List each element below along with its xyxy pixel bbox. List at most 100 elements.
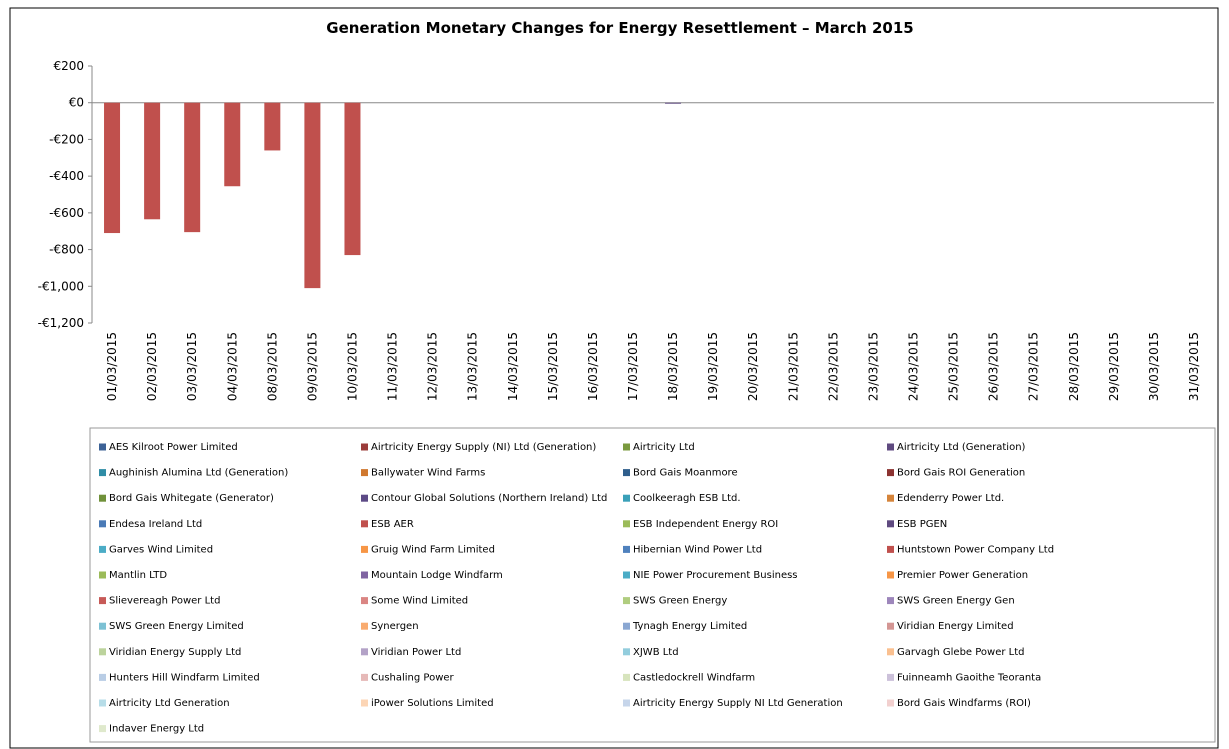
legend-swatch xyxy=(887,648,894,656)
legend-label: Airtricity Energy Supply NI Ltd Generati… xyxy=(633,698,843,709)
legend-swatch xyxy=(99,520,106,528)
legend-swatch xyxy=(623,520,630,528)
legend-label: ESB Independent Energy ROI xyxy=(633,519,778,530)
x-tick-label: 23/03/2015 xyxy=(866,332,880,401)
legend-label: SWS Green Energy xyxy=(633,596,727,607)
legend-swatch xyxy=(887,469,894,477)
legend-swatch xyxy=(99,673,106,681)
legend-label: Cushaling Power xyxy=(371,672,455,683)
y-tick-label: -€200 xyxy=(49,132,84,146)
x-tick-label: 20/03/2015 xyxy=(746,332,760,401)
x-tick-label: 13/03/2015 xyxy=(466,332,480,401)
bar xyxy=(665,102,682,104)
legend-label: Hunters Hill Windfarm Limited xyxy=(109,672,260,683)
bar xyxy=(264,102,281,151)
legend-swatch xyxy=(623,622,630,630)
bar xyxy=(184,102,201,233)
legend-label: Mantlin LTD xyxy=(109,570,167,581)
x-tick-label: 30/03/2015 xyxy=(1147,332,1161,401)
legend-label: iPower Solutions Limited xyxy=(371,698,494,709)
legend-swatch xyxy=(887,443,894,451)
legend-swatch xyxy=(887,520,894,528)
legend-label: Premier Power Generation xyxy=(897,570,1028,581)
legend-label: Hibernian Wind Power Ltd xyxy=(633,544,762,555)
legend-label: Bord Gais Moanmore xyxy=(633,468,738,479)
y-tick-label: €0 xyxy=(69,96,84,110)
x-tick-label: 16/03/2015 xyxy=(586,332,600,401)
legend-label: Bord Gais Whitegate (Generator) xyxy=(109,493,274,504)
x-tick-label: 24/03/2015 xyxy=(906,332,920,401)
legend-label: Ballywater Wind Farms xyxy=(371,468,485,479)
legend-label: Bord Gais Windfarms (ROI) xyxy=(897,698,1031,709)
x-tick-label: 01/03/2015 xyxy=(105,332,119,401)
legend-swatch xyxy=(361,571,368,579)
legend-label: Viridian Energy Limited xyxy=(897,621,1014,632)
legend-label: Viridian Power Ltd xyxy=(371,647,461,658)
bar xyxy=(104,102,121,234)
legend-swatch xyxy=(99,648,106,656)
legend-swatch xyxy=(99,443,106,451)
legend-label: SWS Green Energy Limited xyxy=(109,621,244,632)
legend-label: Garves Wind Limited xyxy=(109,544,213,555)
legend-swatch xyxy=(623,443,630,451)
legend-label: Airtricity Ltd (Generation) xyxy=(897,442,1026,453)
x-tick-label: 10/03/2015 xyxy=(345,332,359,401)
legend-label: Gruig Wind Farm Limited xyxy=(371,544,495,555)
bar xyxy=(344,102,361,256)
legend-swatch xyxy=(887,699,894,707)
legend-label: Tynagh Energy Limited xyxy=(632,621,747,632)
x-tick-label: 21/03/2015 xyxy=(786,332,800,401)
legend-swatch xyxy=(887,494,894,502)
legend-swatch xyxy=(887,545,894,553)
legend-swatch xyxy=(99,725,106,733)
legend-box xyxy=(89,427,1216,743)
legend-label: Fuinneamh Gaoithe Teoranta xyxy=(897,672,1041,683)
legend-swatch xyxy=(361,469,368,477)
legend-label: XJWB Ltd xyxy=(633,647,679,658)
legend-label: SWS Green Energy Gen xyxy=(897,596,1015,607)
x-tick-label: 17/03/2015 xyxy=(626,332,640,401)
x-tick-label: 26/03/2015 xyxy=(987,332,1001,401)
x-tick-label: 18/03/2015 xyxy=(666,332,680,401)
legend-label: Aughinish Alumina Ltd (Generation) xyxy=(109,468,288,479)
legend-label: Synergen xyxy=(371,621,419,632)
legend-label: Bord Gais ROI Generation xyxy=(897,468,1025,479)
legend-label: Indaver Energy Ltd xyxy=(109,724,204,735)
y-tick-label: -€1,000 xyxy=(38,279,84,293)
x-tick-label: 11/03/2015 xyxy=(386,332,400,401)
legend-swatch xyxy=(361,494,368,502)
x-tick-label: 25/03/2015 xyxy=(947,332,961,401)
legend-label: NIE Power Procurement Business xyxy=(633,570,798,581)
bar xyxy=(304,102,321,289)
legend-swatch xyxy=(623,648,630,656)
legend-swatch xyxy=(99,622,106,630)
legend-swatch xyxy=(623,545,630,553)
legend-swatch xyxy=(623,597,630,605)
legend-swatch xyxy=(361,648,368,656)
bar xyxy=(224,102,241,187)
legend-label: Coolkeeragh ESB Ltd. xyxy=(633,493,741,504)
legend-swatch xyxy=(361,597,368,605)
legend-swatch xyxy=(99,469,106,477)
legend-swatch xyxy=(99,545,106,553)
legend-swatch xyxy=(99,699,106,707)
legend-label: Huntstown Power Company Ltd xyxy=(897,544,1054,555)
x-tick-label: 04/03/2015 xyxy=(225,332,239,401)
legend-label: Mountain Lodge Windfarm xyxy=(371,570,503,581)
x-tick-label: 12/03/2015 xyxy=(426,332,440,401)
x-tick-label: 15/03/2015 xyxy=(546,332,560,401)
y-tick-label: -€1,200 xyxy=(38,316,84,330)
legend-swatch xyxy=(361,545,368,553)
legend-swatch xyxy=(99,597,106,605)
legend-label: Airtricity Ltd xyxy=(633,442,695,453)
legend-label: AES Kilroot Power Limited xyxy=(109,442,238,453)
legend-label: Airtricity Ltd Generation xyxy=(109,698,230,709)
y-tick-label: -€600 xyxy=(49,206,84,220)
y-tick-label: -€400 xyxy=(49,169,84,183)
legend-label: Slievereagh Power Ltd xyxy=(109,596,220,607)
legend-label: ESB PGEN xyxy=(897,519,947,530)
legend-swatch xyxy=(623,673,630,681)
legend-swatch xyxy=(361,699,368,707)
legend-label: Some Wind Limited xyxy=(371,596,468,607)
x-tick-label: 29/03/2015 xyxy=(1107,332,1121,401)
